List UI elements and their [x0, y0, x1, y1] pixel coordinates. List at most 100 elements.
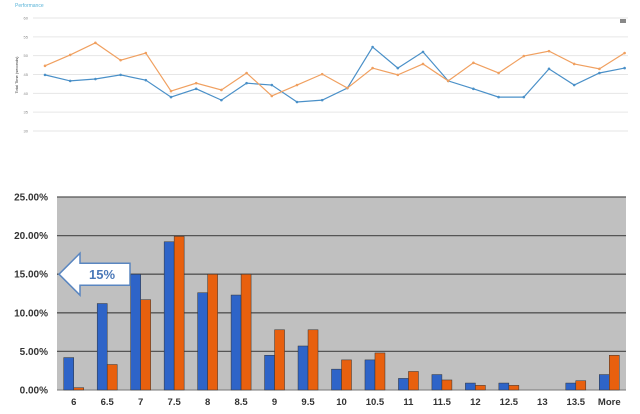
data-point	[522, 54, 526, 58]
data-point	[245, 71, 248, 75]
data-point	[472, 87, 475, 91]
x-tick-label: 7	[138, 397, 143, 408]
bar	[331, 368, 342, 391]
data-point	[94, 77, 97, 81]
y-tick-label: 25.00%	[14, 193, 48, 204]
x-tick-label: 12	[470, 397, 481, 408]
y-axis-label: Total Time (seconds)	[14, 56, 19, 94]
data-point	[446, 79, 450, 83]
bar	[508, 385, 520, 391]
bar	[240, 273, 252, 391]
bar-chart: 0.00% 5.00% 10.00% 15.00% 20.00% 25.00% 6 6.5 7 7…	[14, 193, 626, 408]
x-tick-label: 12.5	[500, 397, 519, 408]
data-point	[220, 88, 223, 92]
bar	[431, 374, 443, 391]
data-point	[320, 98, 324, 102]
y-tick-label: 50	[24, 53, 29, 58]
data-point	[68, 79, 72, 83]
x-tick-label: 7.5	[168, 397, 182, 408]
data-point	[270, 83, 274, 87]
series-line-1	[44, 42, 625, 97]
bar	[498, 382, 510, 391]
bar	[307, 329, 319, 391]
data-point	[144, 78, 148, 82]
bar	[297, 345, 309, 391]
bar	[130, 273, 141, 391]
data-point	[497, 71, 500, 75]
data-point	[371, 45, 374, 49]
data-point	[270, 94, 274, 98]
data-point	[421, 50, 425, 54]
data-point	[194, 87, 198, 91]
data-point	[346, 86, 349, 90]
data-point	[396, 73, 400, 77]
data-point	[572, 62, 576, 66]
x-tick-label: More	[598, 397, 621, 408]
y-tick-label: 5.00%	[20, 347, 48, 358]
x-tick-label: 11	[403, 397, 414, 408]
bar	[106, 364, 118, 391]
line-chart: 60 55 50 45 40 35 30 Total Time (seconds)	[14, 16, 628, 134]
data-point	[623, 51, 626, 55]
annotation-label: 15%	[89, 267, 115, 282]
data-point	[119, 73, 122, 77]
bar	[173, 236, 185, 391]
data-point	[421, 62, 425, 66]
data-point	[245, 81, 248, 85]
bar	[63, 357, 74, 391]
x-tick-label: 11.5	[433, 397, 452, 408]
data-point	[144, 51, 148, 55]
y-tick-label: 20.00%	[14, 231, 48, 242]
data-point	[119, 58, 122, 62]
y-tick-label: 45	[24, 72, 29, 77]
data-point	[169, 95, 173, 99]
y-tick-label: 35	[24, 110, 29, 115]
data-point	[43, 73, 47, 77]
x-tick-label: 6.5	[101, 397, 115, 408]
data-point	[396, 66, 400, 70]
bar	[207, 273, 218, 391]
bar	[163, 241, 175, 391]
bar	[599, 374, 610, 391]
data-point	[295, 83, 299, 87]
bar	[465, 382, 476, 391]
data-point	[472, 61, 475, 65]
y-tick-label: 40	[24, 91, 29, 96]
data-point	[598, 71, 601, 75]
data-point	[220, 98, 223, 102]
data-point	[295, 100, 299, 104]
bar	[408, 371, 419, 391]
bar	[140, 299, 151, 391]
x-tick-label: 10.5	[366, 397, 385, 408]
data-point	[43, 64, 47, 68]
y-tick-label: 55	[24, 34, 29, 39]
bar	[575, 380, 587, 391]
x-tick-label: 9.5	[301, 397, 315, 408]
data-point	[623, 66, 626, 70]
bar	[197, 292, 208, 391]
bar	[73, 387, 84, 391]
arrow-left-icon	[57, 251, 131, 298]
data-point	[547, 49, 551, 53]
y-tick-label: 60	[24, 16, 29, 21]
data-point	[497, 95, 500, 99]
bar	[398, 378, 409, 391]
y-tick-label: 10.00%	[14, 308, 48, 319]
bar	[609, 355, 620, 391]
data-point	[371, 66, 374, 70]
y-tick-label: 0.00%	[20, 386, 48, 397]
menu-icon[interactable]	[620, 19, 626, 23]
bar	[441, 379, 453, 391]
bar	[565, 382, 577, 391]
data-point	[547, 67, 551, 71]
data-point	[572, 83, 576, 87]
data-point	[169, 89, 173, 93]
bar	[230, 294, 242, 391]
plot-area	[57, 197, 626, 390]
x-tick-label: 9	[272, 397, 277, 408]
bar	[364, 359, 376, 391]
x-tick-label: 6	[71, 397, 76, 408]
y-tick-label: 30	[24, 129, 29, 134]
bar	[374, 352, 386, 391]
bar	[264, 355, 275, 391]
